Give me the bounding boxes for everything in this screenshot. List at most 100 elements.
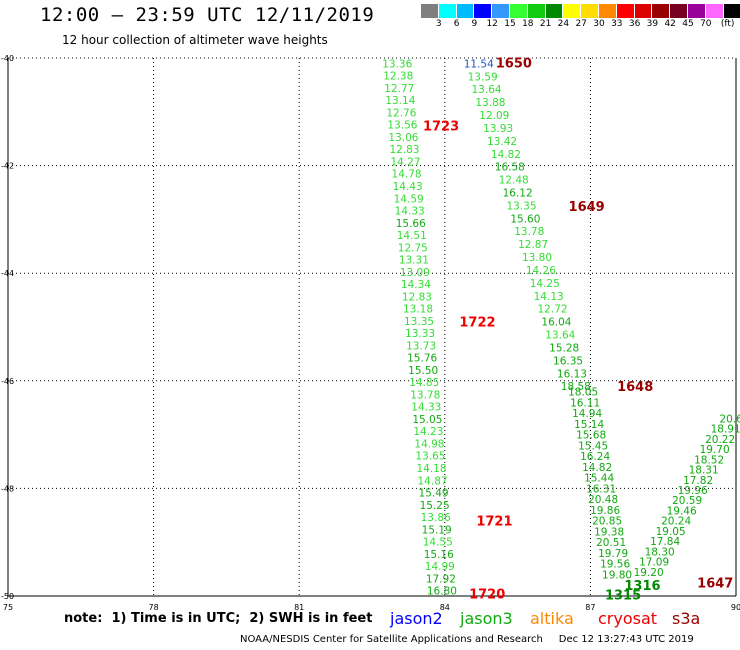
scale-swatch	[598, 4, 617, 18]
y-tick-label: -48	[1, 484, 14, 493]
wave-height-label: 15.66	[396, 218, 426, 230]
wave-height-label: 17.84	[650, 536, 680, 548]
wave-height-label: 15.50	[408, 365, 438, 377]
wave-height-label: 13.06	[388, 132, 418, 144]
wave-height-label: 18.30	[645, 546, 675, 558]
scale-swatch	[705, 4, 724, 18]
wave-height-label: 13.14	[385, 95, 415, 107]
wave-height-label: 19.96	[678, 485, 708, 497]
pass-time-label: 1316	[624, 579, 660, 594]
wave-height-label: 12.38	[383, 71, 413, 83]
wave-height-label: 17.92	[426, 573, 456, 585]
wave-height-label: 15.05	[412, 414, 442, 426]
wave-height-label: 16.80	[427, 586, 457, 598]
wave-height-label: 18.52	[694, 454, 724, 466]
scale-label: 39	[646, 19, 659, 29]
wave-height-label: 12.72	[538, 304, 568, 316]
wave-height-label: 13.59	[468, 71, 498, 83]
wave-height-label: 19.20	[634, 567, 664, 579]
wave-height-label: 16.24	[580, 451, 610, 463]
scale-swatch	[634, 4, 653, 18]
wave-height-label: 13.80	[522, 252, 552, 264]
wave-height-label: 13.31	[399, 255, 429, 267]
pass-time-label: 1722	[459, 316, 495, 331]
x-tick-label: 81	[294, 603, 304, 610]
scale-label: 12	[486, 19, 498, 29]
wave-height-label: 18.58	[561, 381, 591, 393]
wave-height-label: 12.77	[384, 83, 414, 95]
scale-swatch	[652, 4, 671, 18]
wave-height-label: 13.42	[487, 136, 517, 148]
wave-height-label: 15.49	[419, 488, 449, 500]
scale-swatch	[545, 4, 564, 18]
wave-height-label: 17.09	[639, 557, 669, 569]
wave-height-label: 13.33	[405, 328, 435, 340]
scale-label: 6	[453, 19, 460, 29]
wave-height-label: 13.09	[400, 267, 430, 279]
scale-label: 42	[664, 19, 676, 29]
wave-height-label: 15.44	[584, 473, 614, 485]
wave-height-label: 13.93	[483, 123, 513, 135]
wave-height-label: 15.19	[422, 524, 452, 536]
wave-height-label: 19.79	[598, 548, 628, 560]
scale-label: 18	[522, 19, 534, 29]
legend-item: cryosat	[598, 609, 658, 628]
wave-height-label: 13.18	[403, 304, 433, 316]
legend-item: s3a	[672, 609, 701, 628]
wave-height-label: 12.87	[518, 239, 548, 251]
credit-line: NOAA/NESDIS Center for Satellite Applica…	[240, 634, 694, 645]
wave-height-label: 16.11	[570, 397, 600, 409]
wave-height-label: 15.16	[424, 549, 454, 561]
wave-height-label: 14.33	[411, 402, 441, 414]
wave-height-label: 14.99	[425, 561, 455, 573]
x-tick-label: 90	[731, 603, 740, 610]
scale-swatch	[723, 4, 740, 18]
wave-height-label: 13.88	[475, 97, 505, 109]
page-subtitle: 12 hour collection of altimeter wave hei…	[62, 33, 328, 47]
y-tick-label: -46	[1, 377, 14, 386]
wave-height-label: 13.36	[382, 58, 412, 70]
wave-height-label: 15.76	[407, 353, 437, 365]
scale-label: 70	[700, 19, 712, 29]
scale-swatch	[581, 4, 599, 18]
scale-label: (ft)	[720, 19, 735, 29]
wave-height-label: 19.80	[602, 569, 632, 581]
scale-swatch	[456, 4, 475, 18]
wave-height-label: 15.28	[549, 342, 579, 354]
wave-height-label: 13.35	[506, 200, 536, 212]
scale-swatch	[474, 4, 493, 18]
scale-label: 3	[435, 19, 442, 29]
wave-height-label: 11.54	[464, 58, 494, 70]
color-scale	[421, 4, 740, 18]
wave-height-label: 14.13	[534, 291, 564, 303]
pass-time-label: 1649	[569, 200, 605, 215]
scale-swatch	[670, 4, 688, 18]
wave-height-label: 20.6	[719, 413, 740, 425]
scale-swatch	[421, 4, 439, 18]
wave-height-label: 15.25	[420, 500, 450, 512]
x-tick-label: 78	[149, 603, 159, 610]
scale-label: 45	[682, 19, 694, 29]
wave-height-label: 19.70	[700, 444, 730, 456]
pass-time-label: 1721	[476, 515, 512, 530]
wave-height-label: 16.35	[553, 355, 583, 367]
wave-height-map: 75 78 81 84 87 90 -40 -42 -44 -46 -48 -50 13.3612.38…	[1, 54, 740, 610]
scale-swatch	[527, 4, 546, 18]
wave-height-label: 14.82	[491, 149, 521, 161]
wave-height-label: 20.48	[588, 494, 618, 506]
wave-height-label: 15.60	[510, 213, 540, 225]
wave-height-label: 13.64	[472, 84, 502, 96]
wave-height-label: 14.25	[530, 278, 560, 290]
scale-swatch	[509, 4, 528, 18]
pass-time-label: 1315	[605, 588, 641, 603]
wave-height-label: 18.91	[711, 424, 740, 436]
legend-item: jason2	[390, 609, 443, 628]
wave-height-label: 15.14	[574, 419, 604, 431]
wave-height-label: 15.68	[576, 430, 606, 442]
wave-height-label: 14.27	[391, 156, 421, 168]
pass-time-label: 1723	[423, 119, 459, 134]
wave-height-label: 20.24	[661, 516, 691, 528]
wave-height-label: 18.31	[689, 465, 719, 477]
scale-swatch	[616, 4, 635, 18]
y-tick-label: -50	[1, 592, 14, 601]
